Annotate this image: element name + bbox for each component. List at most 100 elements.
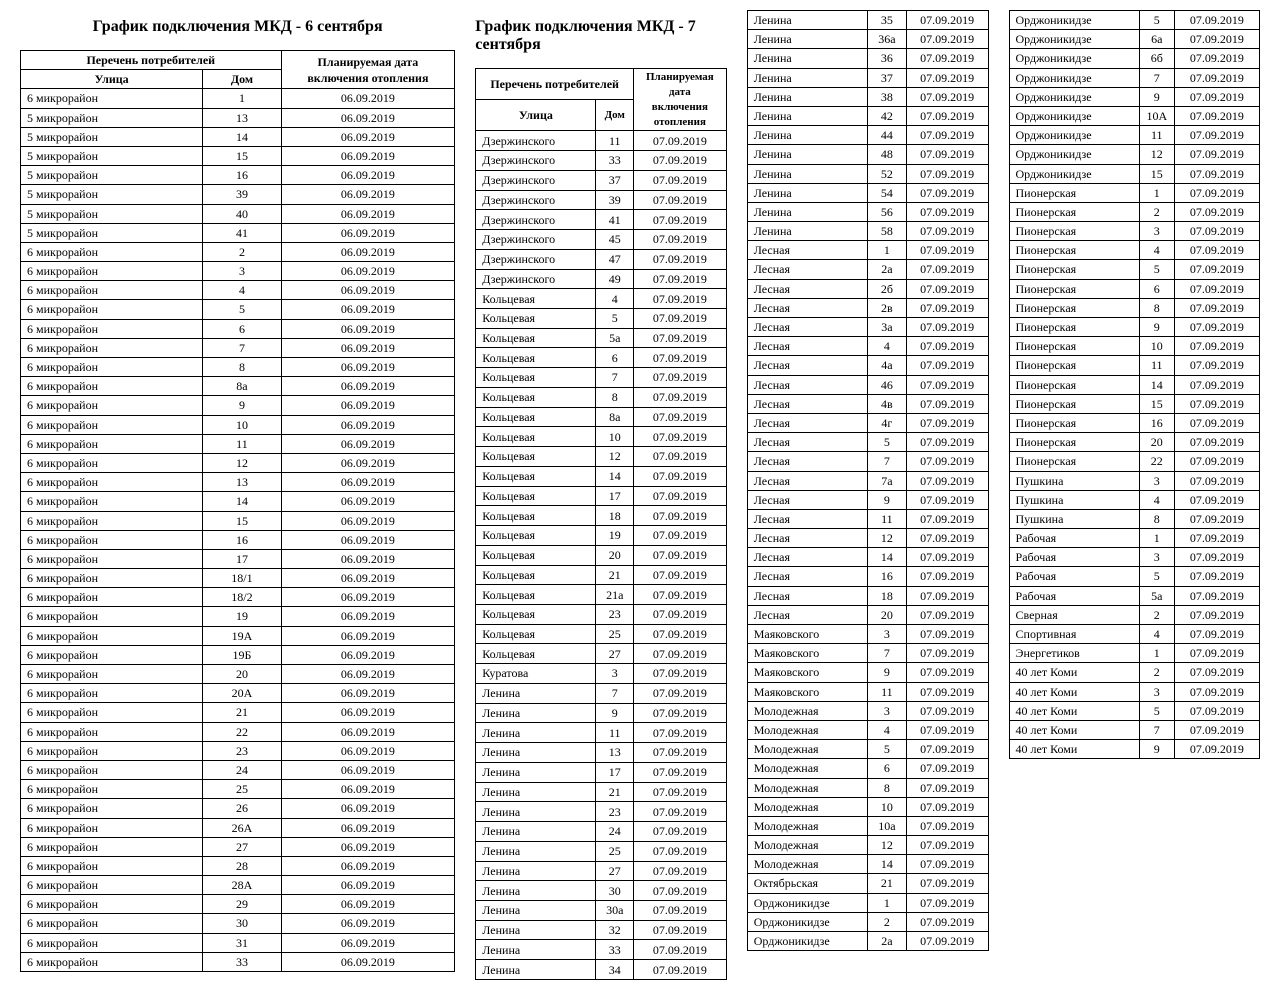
table-cell: 07.09.2019 xyxy=(1174,586,1259,605)
table-cell: Кольцевая xyxy=(476,605,596,625)
table-row: 40 лет Коми707.09.2019 xyxy=(1009,720,1259,739)
table-cell: 07.09.2019 xyxy=(906,932,988,951)
table-cell: 5 xyxy=(1139,260,1174,279)
table-cell: 7 xyxy=(868,452,907,471)
table-row: Пионерская1007.09.2019 xyxy=(1009,337,1259,356)
table-cell: Ленина xyxy=(476,901,596,921)
table-cell: 06.09.2019 xyxy=(281,473,455,492)
table-cell: 07.09.2019 xyxy=(634,230,727,250)
table-cell: 07.09.2019 xyxy=(634,605,727,625)
table-cell: 3 xyxy=(868,701,907,720)
table-cell: 07.09.2019 xyxy=(1174,164,1259,183)
table-cell: 27 xyxy=(596,644,634,664)
table-cell: Лесная xyxy=(747,260,867,279)
table-row: Дзержинского4107.09.2019 xyxy=(476,210,726,230)
table-cell: 06.09.2019 xyxy=(281,530,455,549)
table-cell: 6 xyxy=(596,348,634,368)
table-cell: 13 xyxy=(203,473,281,492)
table-cell: 07.09.2019 xyxy=(906,318,988,337)
table-row: Орджоникидзе10А07.09.2019 xyxy=(1009,106,1259,125)
table-cell: 11 xyxy=(868,509,907,528)
table-cell: 07.09.2019 xyxy=(1174,529,1259,548)
table-cell: 07.09.2019 xyxy=(1174,318,1259,337)
table-cell: 07.09.2019 xyxy=(634,802,727,822)
table-cell: 6 микрорайон xyxy=(21,799,203,818)
table-cell: 15 xyxy=(1139,164,1174,183)
table-row: Лесная7а07.09.2019 xyxy=(747,471,988,490)
table-cell: 38 xyxy=(868,87,907,106)
table-cell: 23 xyxy=(203,741,281,760)
table-row: Кольцевая1707.09.2019 xyxy=(476,486,726,506)
table-row: Дзержинского3907.09.2019 xyxy=(476,190,726,210)
table-row: Молодежная507.09.2019 xyxy=(747,740,988,759)
table-cell: 18 xyxy=(868,586,907,605)
table-cell: 06.09.2019 xyxy=(281,665,455,684)
table-cell: Лесная xyxy=(747,375,867,394)
table-row: Кольцевая2307.09.2019 xyxy=(476,605,726,625)
table-cell: 4 xyxy=(1139,490,1174,509)
table-cell: 07.09.2019 xyxy=(1174,279,1259,298)
table-cell: Орджоникидзе xyxy=(747,912,867,931)
table-row: Кольцевая2007.09.2019 xyxy=(476,545,726,565)
table-cell: 07.09.2019 xyxy=(634,170,727,190)
table-cell: 07.09.2019 xyxy=(1174,605,1259,624)
table-cell: 07.09.2019 xyxy=(906,797,988,816)
table-cell: 07.09.2019 xyxy=(906,855,988,874)
table-cell: Лесная xyxy=(747,605,867,624)
table2-header-house: Дом xyxy=(596,100,634,131)
table-cell: 6б xyxy=(1139,49,1174,68)
table-cell: Лесная xyxy=(747,509,867,528)
table-cell: 15 xyxy=(1139,394,1174,413)
table-cell: 6 микрорайон xyxy=(21,262,203,281)
table-cell: Лесная xyxy=(747,529,867,548)
table-cell: 8 xyxy=(596,387,634,407)
table-cell: 39 xyxy=(596,190,634,210)
table-cell: Ленина xyxy=(476,802,596,822)
table-cell: 07.09.2019 xyxy=(1174,663,1259,682)
table-cell: 06.09.2019 xyxy=(281,89,455,108)
table-cell: 06.09.2019 xyxy=(281,703,455,722)
table-cell: Ленина xyxy=(476,861,596,881)
table-cell: 07.09.2019 xyxy=(634,427,727,447)
table-row: Кольцевая707.09.2019 xyxy=(476,368,726,388)
table-cell: 06.09.2019 xyxy=(281,818,455,837)
table-cell: Пушкина xyxy=(1009,490,1139,509)
table-cell: 48 xyxy=(868,145,907,164)
table-cell: 4 xyxy=(596,289,634,309)
table-cell: 14 xyxy=(203,492,281,511)
table-cell: 07.09.2019 xyxy=(1174,452,1259,471)
table-cell: 4 xyxy=(868,337,907,356)
table-row: Кольцевая1007.09.2019 xyxy=(476,427,726,447)
table-cell: 5а xyxy=(1139,586,1174,605)
table-row: Пушкина807.09.2019 xyxy=(1009,509,1259,528)
schedule-table-1: Перечень потребителей Планируемая дата в… xyxy=(20,50,455,972)
table-cell: 07.09.2019 xyxy=(906,279,988,298)
table-cell: 40 xyxy=(203,204,281,223)
table-row: Пионерская1407.09.2019 xyxy=(1009,375,1259,394)
table-row: 6 микрорайон2606.09.2019 xyxy=(21,799,455,818)
table-row: 6 микрорайон1206.09.2019 xyxy=(21,453,455,472)
table-cell: 07.09.2019 xyxy=(1174,471,1259,490)
table-cell: 07.09.2019 xyxy=(1174,567,1259,586)
table-cell: 06.09.2019 xyxy=(281,914,455,933)
table-cell: 18 xyxy=(596,506,634,526)
table-cell: 40 лет Коми xyxy=(1009,740,1139,759)
table-cell: Ленина xyxy=(747,164,867,183)
table-cell: 21 xyxy=(596,782,634,802)
table-cell: 07.09.2019 xyxy=(634,585,727,605)
table-cell: Молодежная xyxy=(747,816,867,835)
table-cell: 26А xyxy=(203,818,281,837)
table-row: Дзержинского4507.09.2019 xyxy=(476,230,726,250)
table-cell: 07.09.2019 xyxy=(1174,701,1259,720)
table-row: Орджоникидзе207.09.2019 xyxy=(747,912,988,931)
table-cell: 07.09.2019 xyxy=(634,308,727,328)
table-row: Пионерская2207.09.2019 xyxy=(1009,452,1259,471)
table1-title: График подключения МКД - 6 сентября xyxy=(20,18,455,36)
table-cell: Лесная xyxy=(747,490,867,509)
table-row: Ленина2107.09.2019 xyxy=(476,782,726,802)
table-row: Пионерская107.09.2019 xyxy=(1009,183,1259,202)
table-cell: 17 xyxy=(596,762,634,782)
table-cell: 07.09.2019 xyxy=(634,762,727,782)
table-row: Молодежная307.09.2019 xyxy=(747,701,988,720)
table-cell: 06.09.2019 xyxy=(281,837,455,856)
